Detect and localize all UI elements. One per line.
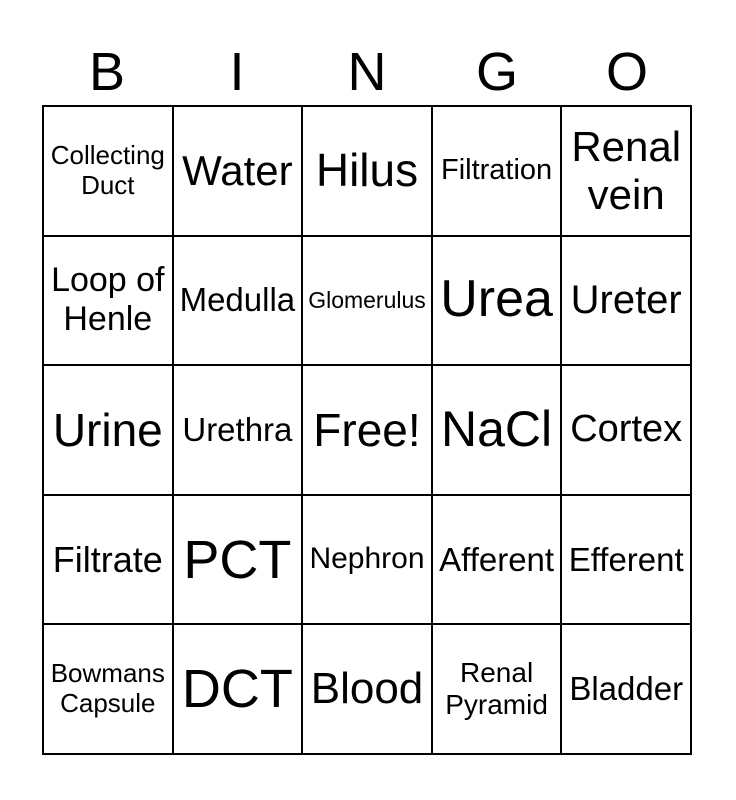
- bingo-cell-label: Urea: [440, 270, 553, 329]
- bingo-cell-bladder[interactable]: Bladder: [562, 625, 690, 753]
- bingo-cell-pct[interactable]: PCT: [173, 495, 302, 624]
- bingo-cell-bowmans-capsule[interactable]: Bowmans Capsule: [44, 625, 172, 753]
- bingo-cell-free[interactable]: Free!: [303, 366, 431, 494]
- bingo-cell-collecting-duct[interactable]: Collecting Duct: [44, 107, 172, 235]
- bingo-cell-label: Urine: [52, 403, 163, 456]
- bingo-cell-glomerulus[interactable]: Glomerulus: [303, 236, 431, 365]
- bingo-cell-label: Cortex: [570, 408, 683, 451]
- bingo-cell-filtrate[interactable]: Filtrate: [44, 495, 172, 624]
- bingo-cell-ureter[interactable]: Ureter: [562, 236, 690, 365]
- bingo-cell-efferent[interactable]: Efferent: [562, 495, 690, 624]
- bingo-cell-label: Collecting Duct: [50, 139, 165, 200]
- bingo-cell-label: Nephron: [309, 542, 425, 576]
- bingo-cell-label: Renal vein: [571, 122, 682, 218]
- bingo-cell-label: Filtrate: [52, 538, 163, 580]
- bingo-cell-label: Glomerulus: [308, 287, 426, 314]
- title-letter-4: O: [605, 42, 648, 102]
- bingo-cell-renal-vein[interactable]: Renal vein: [562, 107, 690, 235]
- bingo-cell-nacl[interactable]: NaCl: [432, 366, 561, 494]
- bingo-cell-medulla[interactable]: Medulla: [173, 236, 302, 365]
- title-letter-0: B: [88, 42, 126, 102]
- bingo-cell-loop-of-henle[interactable]: Loop of Henle: [44, 236, 172, 365]
- bingo-cell-label: Free!: [313, 403, 421, 456]
- bingo-cell-label: Blood: [310, 663, 424, 713]
- bingo-cell-label: NaCl: [441, 401, 553, 458]
- bingo-cell-label: Bladder: [569, 670, 684, 708]
- bingo-cell-label: Bowmans Capsule: [50, 658, 165, 719]
- bingo-grid: Collecting Duct Water Hilus Filtration Renal…: [42, 105, 692, 755]
- title-letter-2: N: [347, 42, 387, 102]
- bingo-cell-blood[interactable]: Blood: [303, 625, 431, 753]
- bingo-cell-label: Hilus: [315, 144, 419, 197]
- bingo-cell-hilus[interactable]: Hilus: [303, 107, 431, 235]
- bingo-cell-label: Renal Pyramid: [445, 657, 548, 721]
- bingo-cell-renal-pyramid[interactable]: Renal Pyramid: [432, 625, 561, 753]
- bingo-cell-urine[interactable]: Urine: [44, 366, 172, 494]
- bingo-cell-label: DCT: [181, 659, 293, 720]
- bingo-cell-filtration[interactable]: Filtration: [432, 107, 561, 235]
- bingo-cell-label: Ureter: [570, 278, 682, 323]
- bingo-cell-label: Loop of Henle: [51, 261, 165, 339]
- bingo-cell-label: Efferent: [568, 540, 684, 578]
- bingo-cell-afferent[interactable]: Afferent: [432, 495, 561, 624]
- title-letter-1: I: [229, 42, 245, 102]
- title-letter-3: G: [475, 42, 518, 102]
- bingo-cell-nephron[interactable]: Nephron: [303, 495, 431, 624]
- bingo-cell-label: Filtration: [440, 154, 553, 187]
- bingo-cell-label: Urethra: [182, 411, 293, 449]
- bingo-cell-urea[interactable]: Urea: [432, 236, 561, 365]
- bingo-cell-water[interactable]: Water: [173, 107, 302, 235]
- bingo-cell-label: Afferent: [439, 540, 555, 578]
- bingo-cell-label: Water: [182, 146, 293, 194]
- bingo-cell-dct[interactable]: DCT: [173, 625, 302, 753]
- bingo-cell-label: Medulla: [179, 281, 296, 319]
- bingo-cell-label: PCT: [183, 529, 292, 590]
- bingo-cell-urethra[interactable]: Urethra: [173, 366, 302, 494]
- bingo-cell-cortex[interactable]: Cortex: [562, 366, 690, 494]
